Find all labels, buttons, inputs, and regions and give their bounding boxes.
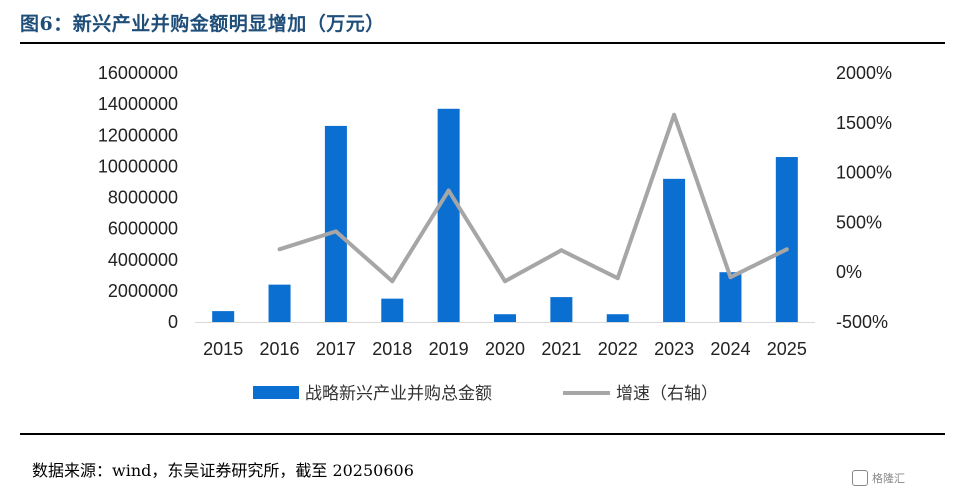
y-left-tick-label: 2000000 bbox=[108, 281, 178, 301]
growth-point bbox=[277, 247, 282, 252]
chart-title: 图6：新兴产业并购金额明显增加（万元） bbox=[20, 13, 385, 35]
legend-label-bar: 战略新兴产业并购总金额 bbox=[305, 384, 492, 404]
bar bbox=[663, 178, 686, 322]
growth-point bbox=[503, 279, 507, 284]
y-left-tick-label: 14000000 bbox=[98, 94, 178, 114]
bar bbox=[437, 108, 460, 322]
chart-area: 16000000 14000000 12000000 10000000 8000000 6… bbox=[98, 63, 892, 404]
legend-label-line: 增速（右轴） bbox=[616, 384, 718, 404]
source-note: 数据来源：wind，东吴证券研究所，截至 20250606 bbox=[32, 461, 414, 480]
x-tick-label: 2024 bbox=[710, 339, 750, 359]
watermark: 格隆汇 bbox=[852, 470, 905, 486]
bar bbox=[719, 272, 742, 322]
y-left-tick-label: 8000000 bbox=[108, 188, 178, 208]
bar bbox=[494, 314, 516, 322]
top-rule bbox=[20, 42, 945, 44]
growth-point bbox=[672, 112, 677, 117]
x-tick-label: 2018 bbox=[372, 339, 412, 359]
y-right-tick-label: 500% bbox=[836, 212, 882, 232]
y-right-tick-label: 1000% bbox=[836, 163, 892, 183]
growth-point bbox=[728, 275, 733, 280]
growth-point bbox=[390, 279, 395, 284]
y-left-tick-label: 12000000 bbox=[98, 125, 178, 145]
x-tick-label: 2019 bbox=[429, 339, 469, 359]
bar bbox=[324, 125, 347, 322]
watermark-logo-icon bbox=[852, 470, 868, 486]
bar bbox=[381, 298, 404, 322]
bar bbox=[606, 314, 629, 322]
y-left-tick-label: 4000000 bbox=[108, 250, 178, 270]
watermark-text: 格隆汇 bbox=[872, 472, 905, 485]
growth-point bbox=[784, 247, 789, 252]
x-tick-label: 2022 bbox=[598, 339, 638, 359]
x-tick-label: 2025 bbox=[767, 339, 807, 359]
legend-swatch-bar bbox=[253, 386, 299, 399]
y-right-tick-label: 1500% bbox=[836, 113, 892, 133]
bottom-rule bbox=[20, 433, 945, 435]
x-tick-label: 2016 bbox=[260, 339, 300, 359]
growth-point bbox=[615, 276, 620, 281]
y-left-tick-label: 16000000 bbox=[98, 63, 178, 83]
y-right-tick-label: -500% bbox=[836, 312, 888, 332]
x-tick-label: 2017 bbox=[316, 339, 356, 359]
bar bbox=[268, 284, 291, 322]
bar bbox=[775, 157, 798, 322]
x-tick-label: 2023 bbox=[654, 339, 694, 359]
y-left-tick-label: 6000000 bbox=[108, 219, 178, 239]
growth-point bbox=[559, 248, 564, 253]
growth-point bbox=[333, 229, 338, 234]
y-left-tick-label: 10000000 bbox=[98, 156, 178, 176]
growth-line bbox=[278, 112, 788, 284]
y-right-tick-label: 0% bbox=[836, 262, 862, 282]
bar bbox=[212, 311, 235, 322]
x-tick-label: 2021 bbox=[541, 339, 581, 359]
x-tick-label: 2020 bbox=[485, 339, 525, 359]
y-right-tick-label: 2000% bbox=[836, 63, 892, 83]
x-tick-label: 2015 bbox=[203, 339, 243, 359]
growth-point bbox=[446, 188, 451, 193]
y-left-tick-label: 0 bbox=[168, 312, 178, 332]
bar bbox=[550, 297, 573, 322]
